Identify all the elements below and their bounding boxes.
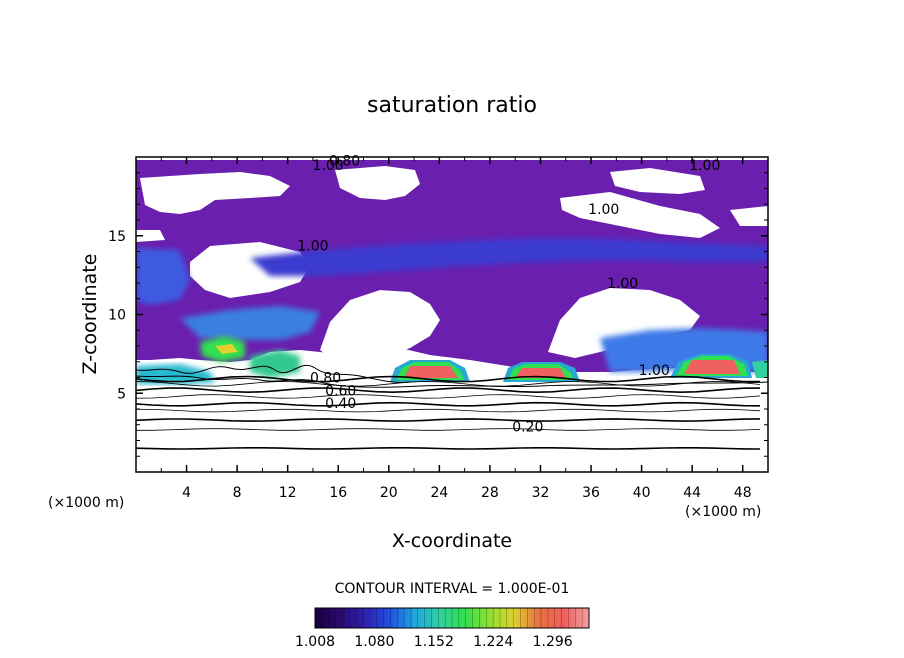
contour-label: 1.00 [607,276,638,292]
dry-patch-top-left [140,172,290,214]
x-tick-label: 44 [683,485,701,501]
colorbar-tick-label: 1.224 [473,634,513,650]
colorbar-tick-label: 1.296 [533,634,573,650]
x-tick-label: 40 [633,485,651,501]
lower-contour-lines [136,375,761,450]
colorbar-frame [314,607,590,629]
dry-patch-21km [320,290,440,362]
plot-area: 0.801.001.001.001.001.001.000.800.600.40… [135,153,769,473]
contour-label: 1.00 [313,158,344,174]
y-axis-label: Z-coordinate [79,254,101,375]
contour-label: 1.00 [689,158,720,174]
x-tick-label: 48 [734,485,752,501]
contour-squiggle-2 [136,375,768,388]
contour-label: 0.60 [325,383,356,399]
contour-label: 0.20 [512,419,543,435]
low-cloud-layer-2 [250,350,300,378]
z-unit-label: (×1000 m) [48,495,124,511]
contour-line [136,418,761,422]
colorbar: 1.008 1.080 1.152 1.224 1.296 [295,607,590,650]
x-tick-label: 28 [481,485,499,501]
dry-patch-left-edge [136,230,165,242]
colorbar-stripes [321,608,583,628]
contour-label: 0.80 [310,371,341,387]
dry-patch-mid-right [560,192,720,238]
region-jet-band-left [136,248,190,305]
y-tick-label: 10 [108,308,126,324]
x-axis-ticks: 4 8 12 16 20 24 28 32 36 40 44 48 [160,157,752,501]
contour-interval-label: CONTOUR INTERVAL = 1.000E-01 [335,581,570,597]
x-tick-label: 4 [182,485,191,501]
contour-label: 0.40 [325,396,356,412]
colorbar-tick-labels: 1.008 1.080 1.152 1.224 1.296 [295,634,573,650]
region-blue-left [180,306,320,340]
dry-patch-top-right [610,168,705,194]
contour-label: 1.00 [297,238,328,254]
contour-label: 1.00 [639,363,670,379]
contour-line [136,408,761,413]
y-tick-label: 5 [117,386,126,402]
colorbar-tick-label: 1.008 [295,634,335,650]
x-axis-label: X-coordinate [392,530,512,552]
low-cloud-layer [136,364,215,384]
cloud-cell-edge-right [752,360,768,378]
y-tick-label: 15 [108,229,126,245]
field-layer [136,160,768,450]
contour-line [136,428,761,431]
cloud-cell-45km [670,354,752,378]
y-axis-ticks: 5 10 15 [108,172,768,457]
colorbar-tick-label: 1.152 [414,634,454,650]
contour-line [136,387,761,394]
contour-line [136,447,761,450]
chart-title: saturation ratio [367,93,537,118]
contour-squiggle [136,365,411,383]
cloud-cell-22km [390,360,470,382]
dry-patch-far-right [730,206,768,226]
contour-labels: 0.801.001.001.001.001.001.000.800.600.40… [297,153,720,435]
x-tick-label: 36 [582,485,600,501]
x-tick-label: 20 [380,485,398,501]
x-unit-label: (×1000 m) [685,504,761,520]
x-tick-label: 16 [329,485,347,501]
contour-label: 1.00 [588,202,619,218]
dry-patch-top-center [335,166,420,200]
colorbar-tick-label: 1.080 [354,634,394,650]
contour-line [136,375,760,383]
x-tick-label: 12 [279,485,297,501]
dry-patch-37km [548,288,700,358]
x-tick-label: 24 [430,485,448,501]
contour-line [136,381,761,387]
region-jet-band [250,238,768,276]
contour-line [136,401,761,407]
x-tick-label: 8 [233,485,242,501]
cloud-cell-8km-core [215,344,238,354]
contour-line [136,394,761,399]
x-tick-label: 32 [532,485,550,501]
